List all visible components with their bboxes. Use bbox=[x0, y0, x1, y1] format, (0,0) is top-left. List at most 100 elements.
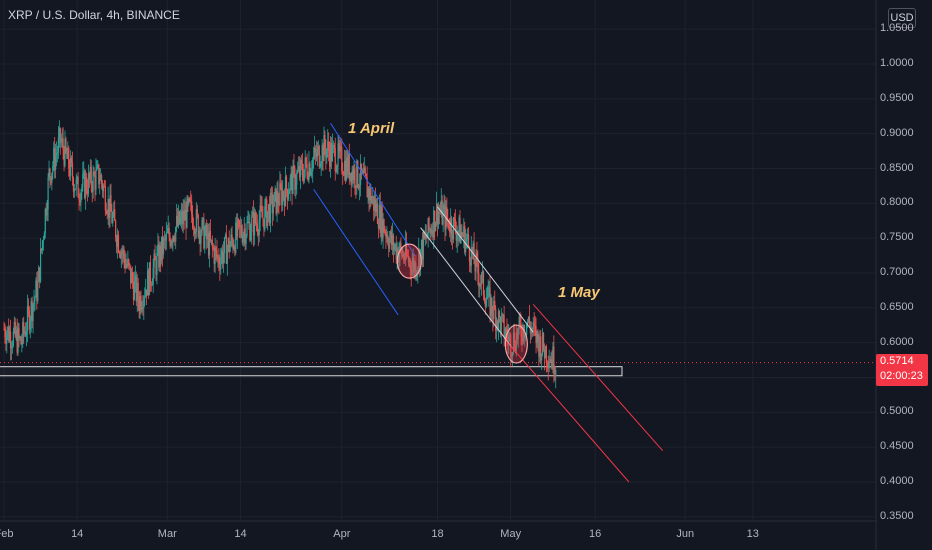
time-tick-label: 14 bbox=[234, 528, 247, 540]
candle-body bbox=[386, 235, 388, 238]
candle-body bbox=[458, 217, 460, 232]
candle-body bbox=[268, 204, 271, 224]
candle-body bbox=[420, 249, 422, 270]
channels-layer[interactable] bbox=[313, 122, 664, 483]
annotation-may[interactable]: 1 May bbox=[558, 284, 600, 301]
candle-body bbox=[174, 240, 176, 242]
candle-body bbox=[494, 301, 496, 310]
candle-body bbox=[433, 210, 435, 238]
candle-body bbox=[351, 170, 353, 185]
candle-body bbox=[258, 220, 260, 236]
candle-body bbox=[263, 218, 265, 230]
candle-body bbox=[550, 359, 552, 363]
candle-body bbox=[537, 330, 539, 340]
candle-body bbox=[45, 208, 47, 216]
candle-body bbox=[439, 212, 441, 214]
candle-body bbox=[536, 330, 538, 343]
candle-body bbox=[331, 145, 334, 161]
candle-body bbox=[204, 233, 206, 249]
candle-body bbox=[176, 215, 179, 226]
candle-body bbox=[280, 183, 282, 188]
candle-body bbox=[169, 236, 171, 246]
candle-body bbox=[18, 328, 20, 338]
candle-body bbox=[265, 199, 267, 207]
candle-body bbox=[489, 287, 491, 317]
candle-body bbox=[95, 169, 97, 190]
candle-body bbox=[98, 164, 100, 185]
candle-body bbox=[520, 324, 522, 337]
candle-body bbox=[555, 369, 557, 376]
candle-body bbox=[377, 223, 379, 229]
candle-body bbox=[144, 296, 146, 299]
candle-body bbox=[300, 159, 303, 164]
time-tick-label: Feb bbox=[0, 528, 14, 540]
candle-body bbox=[466, 234, 469, 238]
candle-body bbox=[255, 223, 258, 225]
candle-body bbox=[284, 176, 287, 206]
candle-body bbox=[505, 329, 507, 336]
candle-body bbox=[330, 142, 333, 161]
candle-body bbox=[344, 160, 347, 180]
symbol-title[interactable]: XRP / U.S. Dollar, 4h, BINANCE bbox=[8, 8, 180, 22]
highlight-circle-may bbox=[504, 324, 528, 364]
candle-body bbox=[168, 227, 170, 237]
candle-body bbox=[435, 222, 437, 231]
candle-body bbox=[256, 223, 258, 233]
candle-body bbox=[105, 210, 107, 214]
candle-body bbox=[371, 199, 373, 204]
candle-body bbox=[99, 180, 101, 185]
candle-body bbox=[428, 218, 430, 231]
candle-body bbox=[206, 224, 208, 240]
candle-body bbox=[271, 194, 273, 214]
candle-body bbox=[274, 188, 276, 193]
candle-body bbox=[114, 209, 116, 221]
candle-body bbox=[383, 219, 385, 233]
candle-body bbox=[389, 231, 392, 239]
candle-body bbox=[161, 236, 163, 261]
candle-body bbox=[424, 234, 426, 239]
candle-body bbox=[116, 235, 119, 247]
candle-body bbox=[73, 189, 75, 192]
candle-body bbox=[195, 209, 197, 232]
candle-body bbox=[187, 198, 189, 204]
candle-body bbox=[92, 171, 94, 192]
candle-body bbox=[96, 165, 98, 170]
candle-body bbox=[134, 275, 136, 282]
candle-body bbox=[523, 325, 525, 339]
candle-body bbox=[40, 248, 43, 250]
candle-body bbox=[55, 153, 58, 156]
candle-body bbox=[279, 183, 281, 206]
candle-body bbox=[228, 238, 230, 252]
candle-body bbox=[339, 146, 341, 152]
annotation-april[interactable]: 1 April bbox=[348, 120, 395, 137]
candle-body bbox=[70, 157, 72, 177]
candle-body bbox=[249, 221, 251, 241]
candle-body bbox=[503, 315, 505, 338]
candle-body bbox=[227, 238, 229, 249]
candle-body bbox=[208, 230, 211, 256]
candle-body bbox=[402, 253, 404, 257]
candle-body bbox=[363, 167, 365, 174]
candle-body bbox=[244, 228, 246, 244]
candle-body bbox=[465, 238, 467, 253]
candle-body bbox=[66, 151, 68, 159]
candle-body bbox=[335, 171, 337, 173]
candle-body bbox=[145, 289, 147, 297]
candle-body bbox=[21, 342, 23, 345]
candle-body bbox=[268, 204, 270, 212]
candle-body bbox=[308, 163, 310, 181]
support-zone[interactable] bbox=[0, 366, 623, 377]
candle-body bbox=[344, 160, 346, 176]
candle-body bbox=[545, 346, 547, 364]
candle-body bbox=[396, 248, 398, 260]
candle-body bbox=[77, 176, 79, 198]
price-tick-label: 0.8500 bbox=[880, 161, 914, 174]
currency-button[interactable]: USD bbox=[888, 8, 916, 28]
candle-body bbox=[500, 316, 502, 334]
candle-body bbox=[16, 330, 18, 353]
candle-body bbox=[218, 256, 220, 265]
candle-body bbox=[533, 322, 535, 326]
candle-body bbox=[467, 234, 470, 247]
candle-body bbox=[504, 335, 506, 338]
